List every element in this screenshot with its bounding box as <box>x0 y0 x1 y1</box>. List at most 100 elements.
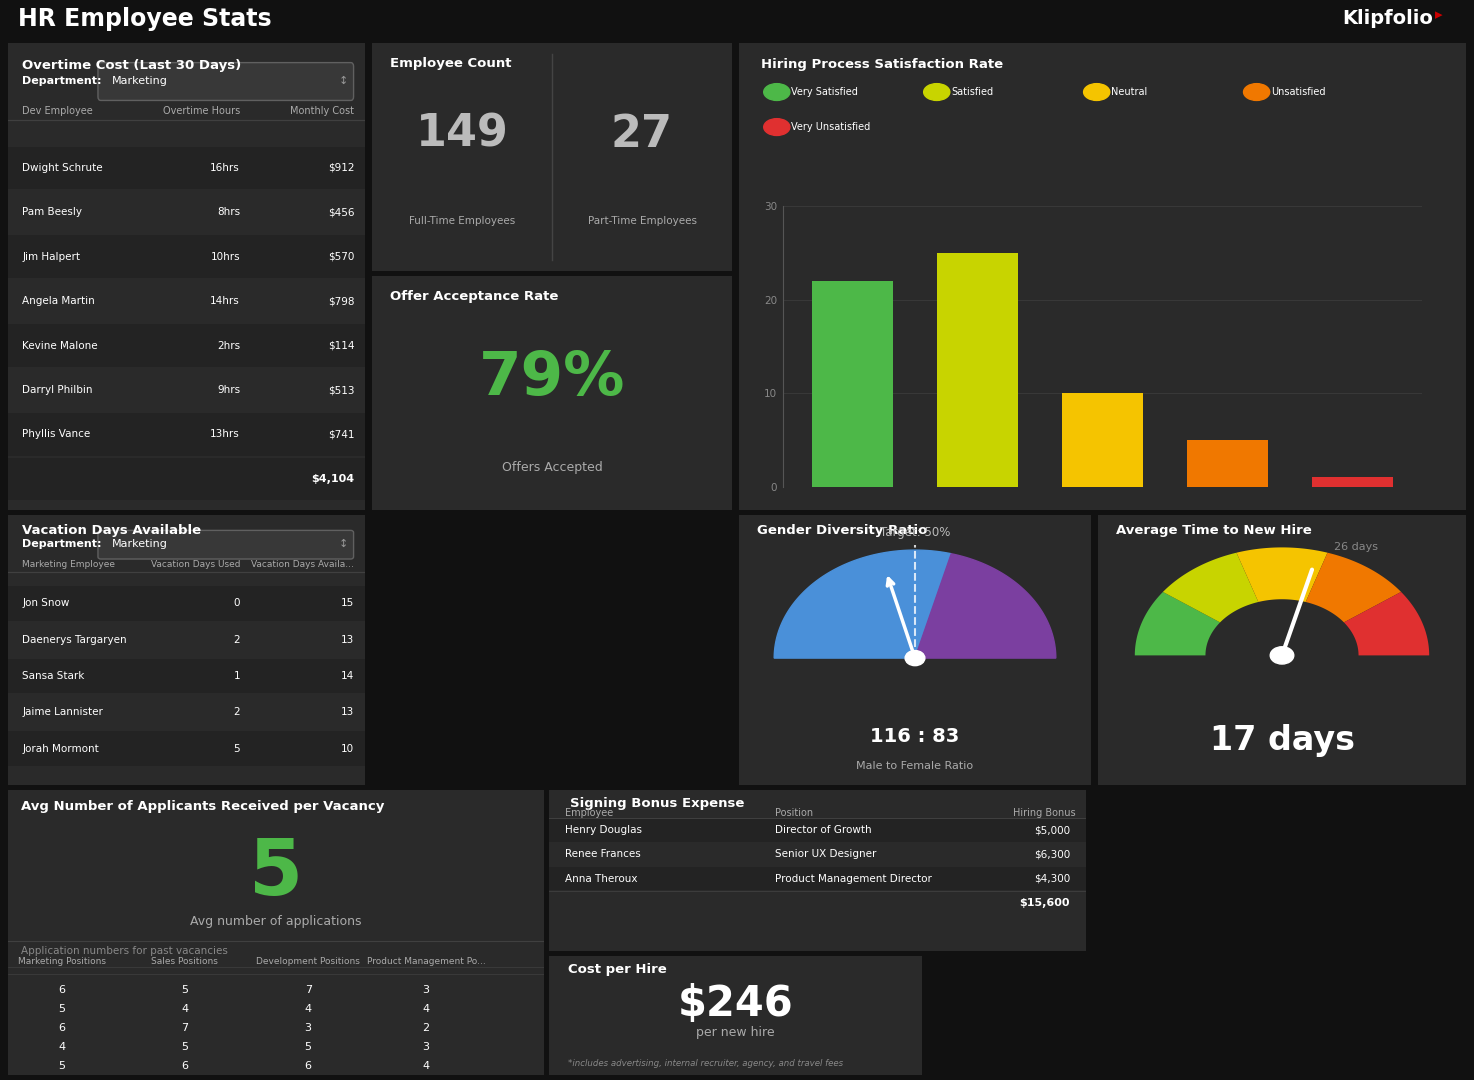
Text: $798: $798 <box>327 296 354 307</box>
Text: Darryl Philbin: Darryl Philbin <box>22 386 93 395</box>
Text: Marketing Employee: Marketing Employee <box>22 561 115 569</box>
Text: ▸: ▸ <box>1436 6 1443 22</box>
Text: Unsatisfied: Unsatisfied <box>1271 87 1325 97</box>
Text: ↕: ↕ <box>339 539 348 549</box>
Circle shape <box>905 650 924 665</box>
FancyBboxPatch shape <box>7 147 366 189</box>
Text: 6: 6 <box>181 1061 189 1070</box>
Text: Signing Bonus Expense: Signing Bonus Expense <box>570 797 744 810</box>
Text: Avg number of applications: Avg number of applications <box>190 915 361 928</box>
Circle shape <box>764 119 790 135</box>
FancyBboxPatch shape <box>7 731 366 766</box>
Text: Jaime Lannister: Jaime Lannister <box>22 707 103 717</box>
Text: 5: 5 <box>249 835 304 910</box>
Text: Application numbers for past vacancies: Application numbers for past vacancies <box>22 946 228 956</box>
Text: 2hrs: 2hrs <box>217 340 240 351</box>
FancyBboxPatch shape <box>7 191 366 233</box>
Circle shape <box>924 83 949 100</box>
Text: per new hire: per new hire <box>696 1026 775 1039</box>
Text: 2: 2 <box>233 635 240 645</box>
Text: Jon Snow: Jon Snow <box>22 598 69 608</box>
Bar <box>1187 440 1268 487</box>
Text: 3: 3 <box>423 1042 429 1052</box>
Text: Hiring Bonus: Hiring Bonus <box>1013 808 1075 819</box>
Text: Very Satisfied: Very Satisfied <box>792 87 858 97</box>
Text: Sansa Stark: Sansa Stark <box>22 671 84 681</box>
Text: 26 days: 26 days <box>1334 542 1378 552</box>
Text: 6: 6 <box>305 1061 311 1070</box>
Text: Anna Theroux: Anna Theroux <box>565 874 638 883</box>
Text: $570: $570 <box>327 252 354 261</box>
FancyBboxPatch shape <box>7 622 366 657</box>
Text: Neutral: Neutral <box>1111 87 1147 97</box>
Text: 1: 1 <box>233 671 240 681</box>
Circle shape <box>1083 83 1110 100</box>
Text: 14: 14 <box>340 671 354 681</box>
Text: 116 : 83: 116 : 83 <box>870 727 960 746</box>
Text: 8hrs: 8hrs <box>217 207 240 217</box>
Text: 5: 5 <box>181 1042 189 1052</box>
Bar <box>812 281 893 487</box>
FancyBboxPatch shape <box>7 368 366 411</box>
Text: Director of Growth: Director of Growth <box>774 825 871 835</box>
Text: 3: 3 <box>305 1023 311 1032</box>
Text: Product Management Director: Product Management Director <box>774 874 932 883</box>
Text: 13: 13 <box>340 707 354 717</box>
Text: $5,000: $5,000 <box>1033 825 1070 835</box>
Text: 0: 0 <box>233 598 240 608</box>
Text: 10: 10 <box>340 744 354 754</box>
FancyBboxPatch shape <box>7 586 366 621</box>
Bar <box>1312 477 1393 487</box>
Text: 2: 2 <box>423 1023 429 1032</box>
FancyBboxPatch shape <box>97 530 354 559</box>
Text: Dwight Schrute: Dwight Schrute <box>22 163 103 173</box>
Text: $6,300: $6,300 <box>1033 849 1070 860</box>
Text: Male to Female Ratio: Male to Female Ratio <box>856 761 973 771</box>
Text: Overtime Hours: Overtime Hours <box>162 106 240 116</box>
Text: Department:: Department: <box>22 539 102 549</box>
Text: 7: 7 <box>181 1023 189 1032</box>
Text: Development Positions: Development Positions <box>256 957 360 966</box>
Text: $513: $513 <box>327 386 354 395</box>
Text: 17 days: 17 days <box>1210 724 1355 757</box>
Text: Monthly Cost: Monthly Cost <box>290 106 354 116</box>
Text: Marketing: Marketing <box>112 539 168 549</box>
Circle shape <box>1244 83 1269 100</box>
Text: 4: 4 <box>423 1061 429 1070</box>
Text: Dev Employee: Dev Employee <box>22 106 93 116</box>
Text: Satisfied: Satisfied <box>951 87 993 97</box>
Text: 79%: 79% <box>479 350 625 408</box>
Text: Pam Beesly: Pam Beesly <box>22 207 83 217</box>
Text: Phyllis Vance: Phyllis Vance <box>22 430 90 440</box>
Text: 5: 5 <box>57 1061 65 1070</box>
Text: $114: $114 <box>327 340 354 351</box>
Text: Target: 50%: Target: 50% <box>880 526 951 539</box>
Text: HR Employee Stats: HR Employee Stats <box>18 6 271 31</box>
Text: Daenerys Targaryen: Daenerys Targaryen <box>22 635 127 645</box>
FancyBboxPatch shape <box>7 458 366 500</box>
Text: 4: 4 <box>181 1004 189 1014</box>
FancyBboxPatch shape <box>7 414 366 456</box>
Text: 4: 4 <box>423 1004 429 1014</box>
Text: $15,600: $15,600 <box>1020 897 1070 907</box>
Text: Very Unsatisfied: Very Unsatisfied <box>792 122 871 132</box>
FancyBboxPatch shape <box>548 842 1086 866</box>
FancyBboxPatch shape <box>7 235 366 279</box>
Text: Avg Number of Applicants Received per Vacancy: Avg Number of Applicants Received per Va… <box>22 799 385 812</box>
Text: Overtime Cost (Last 30 Days): Overtime Cost (Last 30 Days) <box>22 59 242 72</box>
Text: 149: 149 <box>416 112 509 156</box>
Text: 6: 6 <box>57 985 65 996</box>
FancyBboxPatch shape <box>7 694 366 730</box>
Polygon shape <box>774 550 951 658</box>
Polygon shape <box>915 554 1055 658</box>
Text: Senior UX Designer: Senior UX Designer <box>774 849 876 860</box>
Text: 5: 5 <box>233 744 240 754</box>
Circle shape <box>1271 647 1294 664</box>
Text: 4: 4 <box>57 1042 65 1052</box>
Text: $456: $456 <box>327 207 354 217</box>
Text: Average Time to New Hire: Average Time to New Hire <box>1116 524 1312 537</box>
Text: Angela Martin: Angela Martin <box>22 296 94 307</box>
Text: $246: $246 <box>678 983 793 1025</box>
Text: $741: $741 <box>327 430 354 440</box>
FancyBboxPatch shape <box>548 867 1086 890</box>
